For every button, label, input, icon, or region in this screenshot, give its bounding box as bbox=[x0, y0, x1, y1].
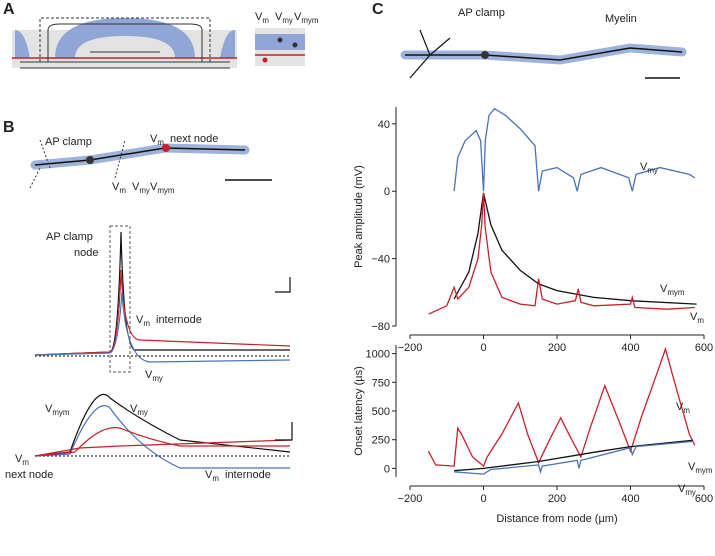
panel-label: C bbox=[372, 1, 384, 18]
y-tick-label: 1000 bbox=[366, 349, 390, 361]
panel-label: B bbox=[3, 119, 15, 136]
x-tick-label: 600 bbox=[695, 493, 713, 505]
annotation: Myelin bbox=[605, 13, 637, 25]
annotation: Vmy bbox=[145, 369, 163, 383]
y-tick-label: 40 bbox=[378, 119, 390, 131]
series-label: Vmy bbox=[640, 161, 658, 175]
legend: Vm bbox=[112, 181, 126, 195]
annotation: node bbox=[74, 247, 98, 259]
annotation: Vm bbox=[15, 453, 29, 467]
annotation: Vm bbox=[205, 469, 219, 483]
legend: Vmym bbox=[294, 11, 319, 25]
y-tick-label: 0 bbox=[384, 186, 390, 198]
annotation: next node bbox=[5, 469, 53, 481]
y-axis-label: Onset latency (µs) bbox=[353, 366, 365, 455]
series-line bbox=[454, 440, 694, 475]
panel-label: A bbox=[3, 1, 15, 18]
series-label: Vmym bbox=[688, 461, 713, 475]
series-line bbox=[453, 107, 696, 192]
y-axis-label: Peak amplitude (mV) bbox=[353, 165, 365, 268]
x-tick-label: −200 bbox=[398, 493, 423, 505]
x-tick-label: 200 bbox=[548, 493, 566, 505]
annotation: Vmy bbox=[130, 403, 148, 417]
series-label: Vm bbox=[690, 311, 704, 325]
legend: Vmym bbox=[150, 181, 175, 195]
annotation: internode bbox=[156, 314, 202, 326]
y-tick-label: 750 bbox=[372, 377, 390, 389]
diagram-a bbox=[12, 17, 305, 69]
legend: Vmy bbox=[275, 11, 293, 25]
y-tick-label: 500 bbox=[372, 406, 390, 418]
x-tick-label: 200 bbox=[548, 342, 566, 354]
x-axis-label: Distance from node (µm) bbox=[496, 513, 617, 525]
series-label: Vm bbox=[676, 401, 690, 415]
x-tick-label: 0 bbox=[480, 493, 486, 505]
annotation: internode bbox=[225, 469, 271, 481]
y-tick-label: 250 bbox=[372, 435, 390, 447]
series-line bbox=[427, 346, 696, 468]
x-tick-label: 0 bbox=[480, 342, 486, 354]
annotation: Vm bbox=[150, 133, 164, 147]
series-label: Vmy bbox=[678, 483, 696, 497]
legend: Vmy bbox=[132, 181, 150, 195]
x-tick-label: −200 bbox=[398, 342, 423, 354]
x-tick-label: 400 bbox=[621, 493, 639, 505]
y-tick-label: −80 bbox=[371, 321, 390, 333]
legend: Vm bbox=[255, 11, 269, 25]
morphology-c bbox=[400, 29, 687, 79]
y-tick-label: 0 bbox=[384, 463, 390, 475]
series-line bbox=[453, 192, 697, 305]
annotation: next node bbox=[170, 133, 218, 145]
x-tick-label: 400 bbox=[621, 342, 639, 354]
annotation: Vmym bbox=[45, 403, 70, 417]
x-tick-label: 600 bbox=[695, 342, 713, 354]
annotation: AP clamp bbox=[46, 231, 93, 243]
annotation: Vm bbox=[136, 314, 150, 328]
traces-b bbox=[34, 225, 293, 469]
annotation: AP clamp bbox=[458, 7, 505, 19]
series-line bbox=[428, 192, 695, 315]
series-label: Vmym bbox=[660, 283, 685, 297]
morphology-b bbox=[29, 139, 272, 189]
y-tick-label: −40 bbox=[371, 254, 390, 266]
annotation: AP clamp bbox=[45, 136, 92, 148]
